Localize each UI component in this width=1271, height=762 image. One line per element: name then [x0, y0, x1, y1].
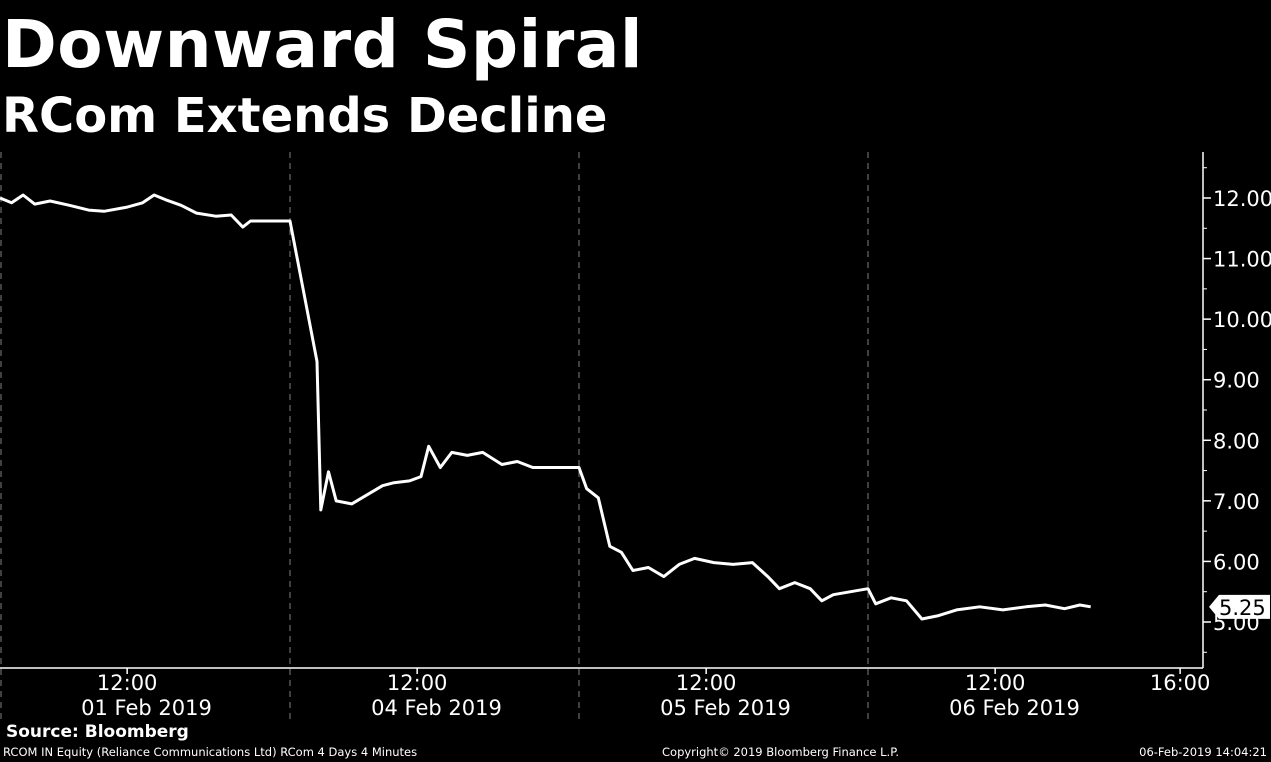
day-separators: [0, 152, 869, 720]
x-tick-time-label: 12:00: [387, 671, 448, 695]
timestamp: 06-Feb-2019 14:04:21: [1139, 745, 1267, 759]
chart-axes: [0, 152, 1204, 669]
x-tick-date-label: 01 Feb 2019: [81, 696, 212, 720]
chart-subtitle: RCom Extends Decline: [2, 88, 608, 144]
source-label: Source: Bloomberg: [6, 722, 189, 742]
x-tick-time-label: 16:00: [1150, 671, 1211, 695]
y-tick-label: 11.00: [1213, 248, 1271, 272]
x-tick-time-label: 12:00: [676, 671, 737, 695]
chart-title: Downward Spiral: [2, 6, 643, 83]
last-value-badge-group: 5.25: [1209, 594, 1270, 620]
x-tick-date-label: 06 Feb 2019: [949, 696, 1080, 720]
x-tick-date-label: 04 Feb 2019: [371, 696, 502, 720]
price-line-series: [0, 193, 1091, 621]
copyright-notice: Copyright© 2019 Bloomberg Finance L.P.: [662, 745, 899, 759]
y-tick-label: 6.00: [1213, 550, 1260, 574]
last-value-badge: [1209, 594, 1270, 619]
y-tick-label: 12.00: [1213, 187, 1271, 211]
y-tick-label: 9.00: [1213, 369, 1260, 393]
y-tick-label: 10.00: [1213, 308, 1271, 332]
security-description: RCOM IN Equity (Reliance Communications …: [3, 745, 418, 759]
x-tick-date-label: 05 Feb 2019: [660, 696, 791, 720]
x-tick-time-label: 12:00: [965, 671, 1026, 695]
x-tick-time-label: 12:00: [97, 671, 158, 695]
last-value-label: 5.25: [1219, 596, 1266, 620]
y-tick-label: 7.00: [1213, 490, 1260, 514]
y-tick-label: 8.00: [1213, 429, 1260, 453]
